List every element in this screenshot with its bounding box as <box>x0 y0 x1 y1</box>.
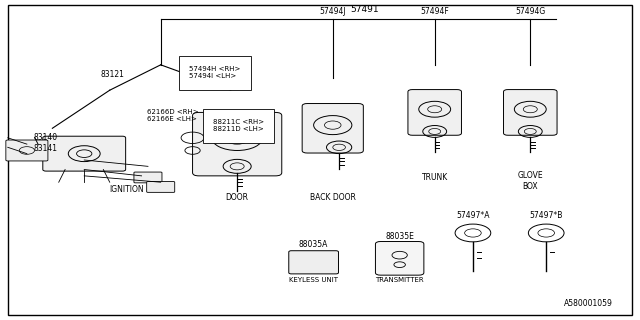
FancyBboxPatch shape <box>6 140 48 161</box>
Text: 57497*B: 57497*B <box>529 211 563 220</box>
Text: DOOR: DOOR <box>226 193 249 202</box>
Text: 88035A: 88035A <box>299 240 328 249</box>
FancyBboxPatch shape <box>504 90 557 135</box>
FancyBboxPatch shape <box>43 136 125 171</box>
Text: 88035E: 88035E <box>385 232 414 241</box>
Text: 62166D <RH>
62166E <LH>: 62166D <RH> 62166E <LH> <box>147 109 198 122</box>
FancyBboxPatch shape <box>376 242 424 275</box>
FancyBboxPatch shape <box>289 251 339 274</box>
Text: IGNITION: IGNITION <box>109 185 145 194</box>
Text: 57494J: 57494J <box>319 7 346 16</box>
FancyBboxPatch shape <box>408 90 461 135</box>
Text: 57494F: 57494F <box>420 7 449 16</box>
Text: 83141: 83141 <box>33 144 57 153</box>
Text: 57494H <RH>
57494I <LH>: 57494H <RH> 57494I <LH> <box>189 67 241 79</box>
Text: 83140: 83140 <box>33 133 58 142</box>
Text: BACK DOOR: BACK DOOR <box>310 193 356 202</box>
Text: 57497*A: 57497*A <box>456 211 490 220</box>
FancyBboxPatch shape <box>147 181 175 192</box>
FancyBboxPatch shape <box>193 112 282 176</box>
Text: 83121: 83121 <box>101 70 125 79</box>
Text: TRANSMITTER: TRANSMITTER <box>375 277 424 284</box>
Text: KEYLESS UNIT: KEYLESS UNIT <box>289 277 338 284</box>
Text: TRUNK: TRUNK <box>422 173 448 182</box>
Text: 88211C <RH>
88211D <LH>: 88211C <RH> 88211D <LH> <box>213 119 264 132</box>
FancyBboxPatch shape <box>134 172 162 183</box>
Text: 57494G: 57494G <box>515 7 545 16</box>
Text: A580001059: A580001059 <box>564 299 613 308</box>
FancyBboxPatch shape <box>302 104 364 153</box>
Text: 57491: 57491 <box>350 5 379 14</box>
Text: GLOVE
BOX: GLOVE BOX <box>518 171 543 190</box>
